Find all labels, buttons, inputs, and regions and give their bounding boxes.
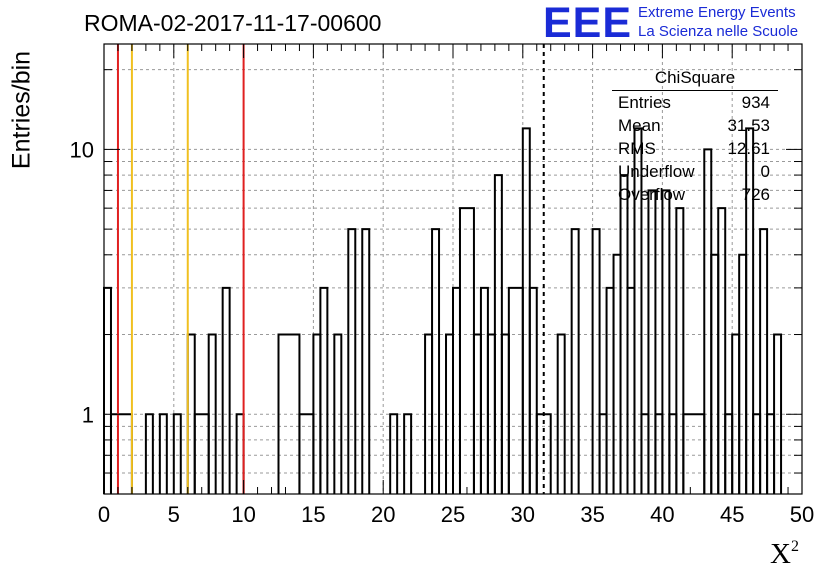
histogram-bin bbox=[221, 286, 231, 494]
stats-label: Underflow bbox=[618, 162, 695, 181]
histogram-bin bbox=[172, 413, 182, 494]
logo-line-2: La Scienza nelle Scuole bbox=[638, 23, 799, 40]
y-tick-label: 10 bbox=[70, 137, 94, 162]
histogram-bin bbox=[158, 413, 168, 494]
histogram-bin bbox=[431, 228, 441, 494]
stats-value: 726 bbox=[741, 185, 770, 204]
histogram-bin bbox=[347, 228, 357, 494]
histogram-bin bbox=[647, 189, 657, 494]
logo-line-1: Extreme Energy Events bbox=[638, 4, 796, 21]
stats-row-mean: Mean 31.53 bbox=[612, 114, 778, 137]
x-tick-label: 25 bbox=[441, 502, 465, 527]
x-tick-label: 40 bbox=[650, 502, 674, 527]
histogram-bin bbox=[661, 189, 671, 494]
x-tick-label: 15 bbox=[301, 502, 325, 527]
y-tick-label: 1 bbox=[82, 402, 94, 427]
stats-value: 12.61 bbox=[727, 139, 770, 158]
histogram-bin bbox=[591, 228, 601, 494]
x-tick-label: 50 bbox=[790, 502, 814, 527]
histogram-bin bbox=[333, 333, 343, 494]
stats-box: ChiSquare Entries 934 Mean 31.53 RMS 12.… bbox=[612, 66, 778, 206]
y-axis-label: Entries/bin bbox=[7, 50, 36, 170]
x-tick-label: 35 bbox=[580, 502, 604, 527]
x-tick-label: 0 bbox=[98, 502, 110, 527]
histogram-bin bbox=[759, 228, 769, 494]
stats-row-underflow: Underflow 0 bbox=[612, 160, 778, 183]
histogram-bin bbox=[570, 228, 580, 494]
histogram-bin bbox=[773, 333, 783, 494]
stats-row-entries: Entries 934 bbox=[612, 91, 778, 114]
x-axis-label: X2 bbox=[770, 538, 799, 571]
stats-value: 31.53 bbox=[727, 116, 770, 135]
histogram-bin bbox=[717, 207, 727, 494]
x-tick-label: 5 bbox=[168, 502, 180, 527]
chart-title: ROMA-02-2017-11-17-00600 bbox=[84, 10, 382, 36]
histogram-bin bbox=[528, 286, 538, 494]
stats-row-overflow: Overflow 726 bbox=[612, 183, 778, 206]
x-tick-label: 10 bbox=[231, 502, 255, 527]
stats-value: 0 bbox=[760, 162, 770, 181]
stats-value: 934 bbox=[741, 93, 770, 112]
histogram-bin bbox=[633, 127, 643, 494]
x-tick-label: 45 bbox=[720, 502, 744, 527]
x-axis-label-superscript: 2 bbox=[790, 538, 799, 555]
x-tick-label: 20 bbox=[371, 502, 395, 527]
stats-label: Entries bbox=[618, 93, 671, 112]
stats-title: ChiSquare bbox=[612, 66, 778, 91]
eee-logo: EEE bbox=[543, 0, 633, 47]
stats-label: Overflow bbox=[618, 185, 686, 204]
stats-label: Mean bbox=[618, 116, 661, 135]
histogram-bin bbox=[675, 207, 685, 494]
histogram-bin bbox=[389, 413, 399, 494]
histogram-bin bbox=[207, 333, 217, 494]
stats-row-rms: RMS 12.61 bbox=[612, 137, 778, 160]
x-tick-label: 30 bbox=[511, 502, 535, 527]
stats-label: RMS bbox=[618, 139, 656, 158]
histogram-bin bbox=[403, 413, 413, 494]
x-axis-label-base: X bbox=[770, 538, 791, 570]
histogram-bin bbox=[319, 286, 329, 494]
histogram-bin bbox=[144, 413, 154, 494]
histogram-bin bbox=[556, 333, 566, 494]
histogram-bin bbox=[361, 228, 371, 494]
histogram-bin bbox=[745, 127, 755, 494]
